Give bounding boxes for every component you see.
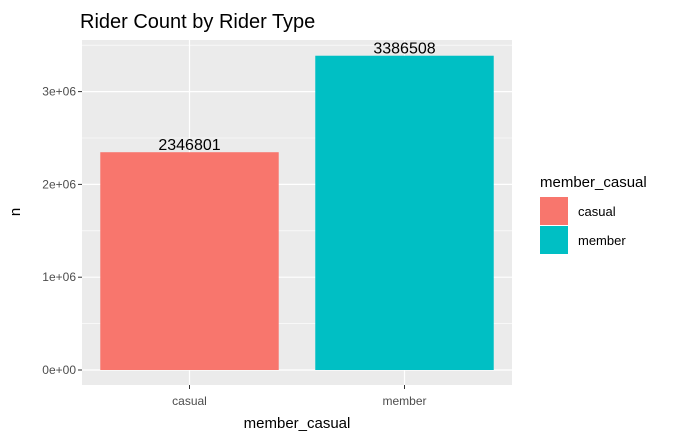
x-axis: casual member [172, 385, 427, 408]
y-tick-label: 1e+06 [42, 270, 76, 284]
legend-label-casual: casual [578, 204, 616, 219]
y-tick-label: 2e+06 [42, 177, 76, 191]
bars [100, 55, 494, 371]
x-tick-label-casual: casual [172, 394, 207, 408]
x-tick-label-member: member [382, 394, 426, 408]
bar-casual [100, 152, 279, 370]
y-axis: 0e+00 1e+06 2e+06 3e+06 [42, 85, 82, 377]
y-axis-title: n [7, 208, 24, 216]
chart-title: Rider Count by Rider Type [80, 11, 315, 33]
data-labels: 2346801 3386508 [158, 41, 435, 154]
legend-label-member: member [578, 233, 626, 248]
data-label-casual: 2346801 [158, 137, 220, 154]
legend-key-casual [540, 197, 568, 225]
bar-member [315, 55, 494, 371]
data-label-member: 3386508 [373, 41, 435, 58]
legend-key-member [540, 226, 568, 254]
legend: member_casual casual member [540, 174, 647, 254]
legend-title: member_casual [540, 174, 647, 191]
x-axis-title: member_casual [244, 415, 351, 432]
y-tick-label: 0e+00 [42, 363, 76, 377]
y-tick-label: 3e+06 [42, 85, 76, 99]
